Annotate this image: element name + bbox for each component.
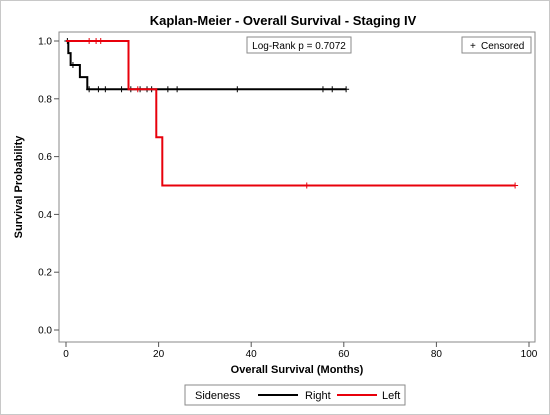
censored-symbol: + — [470, 41, 476, 52]
y-tick-label: 0.8 — [38, 94, 52, 105]
x-tick-label: 100 — [521, 349, 538, 360]
y-tick-label: 0.6 — [38, 152, 52, 163]
censored-legend-box — [461, 36, 532, 54]
legend-label-right: Right — [305, 390, 331, 402]
censor-mark-right — [102, 86, 109, 93]
y-axis: 0.0 0.2 0.4 0.6 0.8 1.0 — [38, 37, 59, 337]
censor-mark-right — [329, 86, 336, 93]
series-layer — [64, 38, 519, 189]
censor-mark-left — [303, 182, 310, 189]
series-line-left — [66, 40, 516, 187]
censor-mark-right — [234, 86, 241, 93]
y-axis-label: Survival Probability — [13, 135, 25, 239]
censor-mark-left — [86, 38, 93, 44]
censor-mark-right — [95, 86, 102, 93]
x-tick-label: 0 — [63, 349, 69, 360]
y-tick-label: 0.0 — [38, 326, 52, 337]
censor-mark-right — [174, 86, 181, 93]
legend-items: Right Left — [258, 390, 400, 402]
censor-mark-right — [164, 86, 171, 93]
censored-label: Censored — [481, 41, 524, 52]
logrank-box — [246, 36, 352, 54]
y-tick-label: 1.0 — [38, 37, 52, 48]
legend-title: Sideness — [195, 390, 241, 402]
censor-mark-right — [319, 86, 326, 93]
censor-mark-right — [343, 86, 350, 93]
x-tick-label: 20 — [153, 349, 165, 360]
chart-title: Kaplan-Meier - Overall Survival - Stagin… — [150, 13, 417, 28]
x-tick-label: 80 — [431, 349, 443, 360]
censor-mark-left — [97, 38, 104, 44]
x-tick-label: 40 — [246, 349, 258, 360]
censor-mark-right — [69, 61, 76, 68]
plot-area — [58, 31, 536, 343]
x-tick-label: 60 — [338, 349, 350, 360]
legend-label-left: Left — [382, 390, 400, 402]
logrank-annotation: Log-Rank p = 0.7072 — [252, 41, 346, 52]
y-tick-label: 0.4 — [38, 210, 52, 221]
censor-mark-left — [512, 182, 519, 189]
y-tick-label: 0.2 — [38, 268, 52, 279]
censor-mark-right — [118, 86, 125, 93]
x-axis-label: Overall Survival (Months) — [231, 364, 364, 376]
x-axis: 0 20 40 60 80 100 — [63, 342, 538, 360]
censor-mark-left — [134, 86, 141, 93]
censor-mark-right — [86, 86, 93, 93]
